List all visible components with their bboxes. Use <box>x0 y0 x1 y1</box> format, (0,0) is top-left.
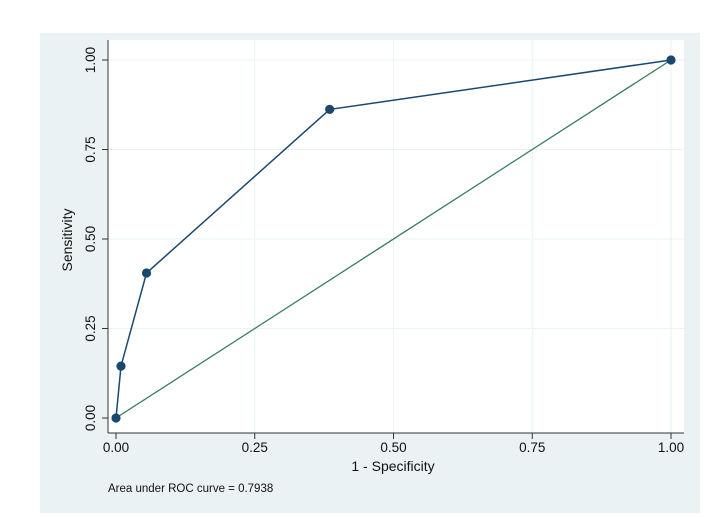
y-tick-label: 0.50 <box>83 226 98 252</box>
auc-note: Area under ROC curve = 0.7938 <box>108 483 273 495</box>
y-tick-label: 0.25 <box>83 315 98 341</box>
grid <box>108 40 684 433</box>
reference-line-group <box>115 59 672 419</box>
plot-area <box>108 40 684 433</box>
y-tick-label: 1.00 <box>83 47 98 73</box>
roc-point <box>666 55 676 65</box>
x-tick-label: 0.25 <box>242 440 268 455</box>
roc-point <box>116 361 126 371</box>
x-axis-title: 1 - Specificity <box>351 458 434 474</box>
roc-markers <box>111 55 676 423</box>
x-axis-ticks: 0.00 0.25 0.50 0.75 1.00 <box>103 432 684 455</box>
x-tick-label: 0.75 <box>519 440 545 455</box>
y-tick-label: 0.75 <box>83 136 98 162</box>
reference-line <box>115 59 672 419</box>
x-tick-label: 0.50 <box>380 440 406 455</box>
y-axis-ticks: 0.00 0.25 0.50 0.75 1.00 <box>83 40 109 433</box>
y-tick-label: 0.00 <box>83 405 98 431</box>
roc-point <box>111 413 121 423</box>
x-tick-label: 1.00 <box>658 440 684 455</box>
x-tick-label: 0.00 <box>103 440 129 455</box>
roc-point <box>141 268 152 278</box>
y-axis-title: Sensitivity <box>59 208 75 271</box>
roc-point <box>325 104 335 115</box>
